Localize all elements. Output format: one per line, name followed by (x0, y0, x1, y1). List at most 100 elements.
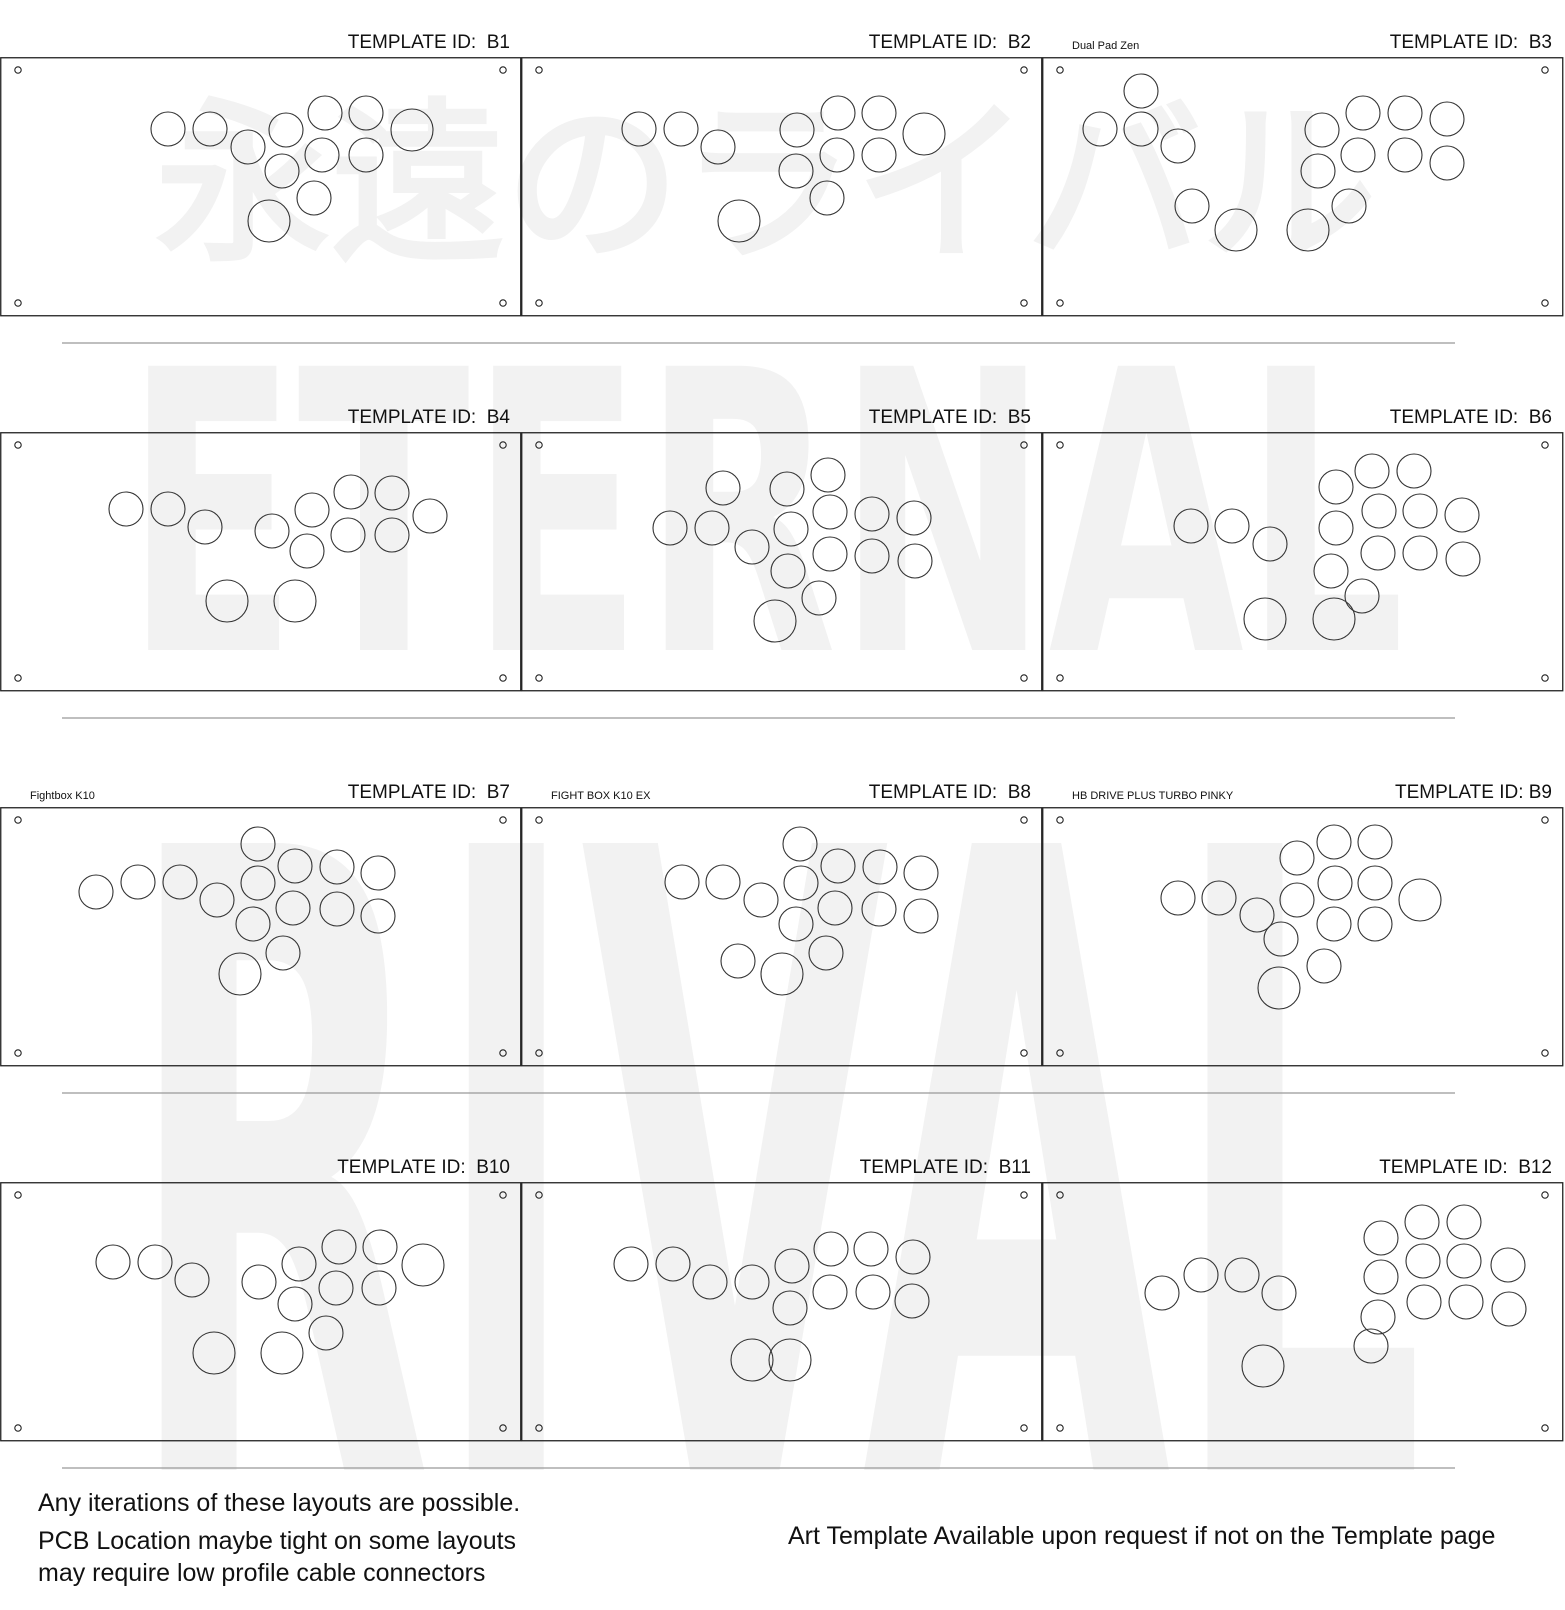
button-hole (137, 1244, 173, 1280)
button-hole (861, 891, 897, 927)
button-hole (330, 517, 366, 553)
mounting-hole (1020, 1424, 1028, 1432)
mounting-hole (1020, 299, 1028, 307)
button-hole (308, 1315, 344, 1351)
button-hole (720, 943, 756, 979)
mounting-hole (14, 1191, 22, 1199)
button-hole (321, 1229, 357, 1265)
button-hole (1491, 1291, 1527, 1327)
note-layout-iterations: Any iterations of these layouts are poss… (38, 1489, 521, 1517)
button-hole (247, 199, 291, 243)
button-hole (1239, 897, 1275, 933)
button-hole (861, 137, 897, 173)
button-hole (1404, 1204, 1440, 1240)
button-hole (819, 137, 855, 173)
button-hole (717, 199, 761, 243)
button-hole (854, 496, 890, 532)
button-hole (1429, 145, 1465, 181)
template-id-label: TEMPLATE ID: B3 (1389, 32, 1552, 53)
button-hole (240, 826, 276, 862)
button-hole (150, 491, 186, 527)
template-panel-12 (1042, 1182, 1564, 1442)
panel-outline (1042, 1182, 1564, 1442)
mounting-hole (1541, 441, 1549, 449)
template-id-label: TEMPLATE ID: B7 (347, 782, 510, 803)
template-panel-3 (1042, 57, 1564, 317)
button-hole (1312, 597, 1356, 641)
button-hole (1082, 111, 1118, 147)
mounting-hole (535, 1049, 543, 1057)
panel-outline (1042, 432, 1564, 692)
button-hole (235, 906, 271, 942)
button-hole (120, 864, 156, 900)
mounting-hole (535, 1424, 543, 1432)
button-hole (1174, 188, 1210, 224)
mounting-hole (499, 1424, 507, 1432)
button-hole (862, 849, 898, 885)
mounting-hole (1541, 816, 1549, 824)
button-hole (1360, 535, 1396, 571)
button-hole (861, 95, 897, 131)
button-hole (694, 510, 730, 546)
mounting-hole (1020, 674, 1028, 682)
button-hole (705, 470, 741, 506)
template-panel-10 (0, 1182, 522, 1442)
button-hole (812, 494, 848, 530)
button-hole (374, 517, 410, 553)
button-hole (812, 536, 848, 572)
button-hole (277, 1286, 313, 1322)
button-hole (854, 538, 890, 574)
button-hole (1261, 1275, 1297, 1311)
button-hole (1445, 541, 1481, 577)
button-hole (1405, 1243, 1441, 1279)
button-hole (1398, 878, 1442, 922)
button-hole (743, 882, 779, 918)
button-hole (95, 1244, 131, 1280)
template-panel-11 (521, 1182, 1043, 1442)
template-panel-8 (521, 807, 1043, 1067)
button-hole (1160, 880, 1196, 916)
mounting-hole (1541, 299, 1549, 307)
button-hole (734, 529, 770, 565)
button-hole (1318, 469, 1354, 505)
mounting-hole (535, 674, 543, 682)
button-hole (1279, 882, 1315, 918)
mounting-hole (535, 299, 543, 307)
mounting-hole (1056, 674, 1064, 682)
button-hole (895, 1239, 931, 1275)
button-hole (778, 153, 814, 189)
template-id-label: TEMPLATE ID: B9 (1395, 782, 1552, 803)
template-layout-name: Fightbox K10 (30, 790, 95, 802)
button-hole (333, 474, 369, 510)
button-hole (1360, 1299, 1396, 1335)
mounting-hole (1056, 1191, 1064, 1199)
button-hole (817, 890, 853, 926)
button-hole (855, 1274, 891, 1310)
button-hole (240, 865, 276, 901)
button-hole (294, 492, 330, 528)
mounting-hole (499, 299, 507, 307)
button-hole (1257, 966, 1301, 1010)
button-hole (296, 180, 332, 216)
button-hole (783, 865, 819, 901)
button-hole (809, 180, 845, 216)
mounting-hole (1020, 441, 1028, 449)
button-hole (1448, 1284, 1484, 1320)
mounting-hole (1541, 1049, 1549, 1057)
button-hole (192, 1331, 236, 1375)
button-hole (1214, 508, 1250, 544)
button-hole (1363, 1220, 1399, 1256)
template-id-label: TEMPLATE ID: B2 (868, 32, 1031, 53)
button-hole (1396, 453, 1432, 489)
template-id-label: TEMPLATE ID: B1 (347, 32, 510, 53)
button-hole (412, 498, 448, 534)
mounting-hole (1056, 1049, 1064, 1057)
button-hole (1183, 1257, 1219, 1293)
button-hole (199, 882, 235, 918)
button-hole (705, 864, 741, 900)
mounting-hole (535, 66, 543, 74)
button-hole (621, 111, 657, 147)
button-hole (205, 579, 249, 623)
template-layout-name: Dual Pad Zen (1072, 40, 1140, 52)
